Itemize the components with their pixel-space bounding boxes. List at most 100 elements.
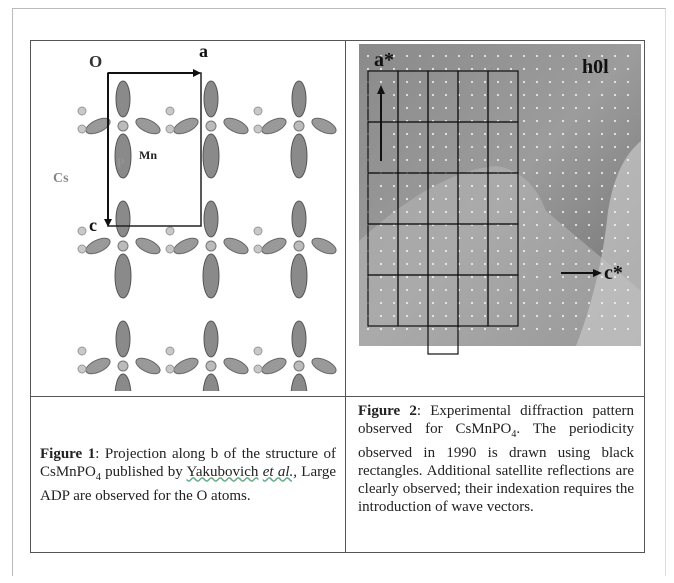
- spot: [419, 302, 421, 304]
- spot: [393, 237, 395, 239]
- spot: [419, 68, 421, 70]
- spot: [536, 250, 538, 252]
- spot: [484, 302, 486, 304]
- spot: [471, 159, 473, 161]
- spot: [536, 185, 538, 187]
- spot: [419, 237, 421, 239]
- spot: [588, 146, 590, 148]
- spot: [614, 185, 616, 187]
- spot: [484, 185, 486, 187]
- spot: [419, 81, 421, 83]
- spot: [601, 302, 603, 304]
- spot: [601, 185, 603, 187]
- spot: [393, 289, 395, 291]
- spot: [393, 315, 395, 317]
- spot: [432, 237, 434, 239]
- spot: [614, 250, 616, 252]
- atom: [118, 241, 128, 251]
- spot: [471, 315, 473, 317]
- atom: [206, 241, 216, 251]
- spot: [601, 198, 603, 200]
- spot: [380, 185, 382, 187]
- spot: [549, 159, 551, 161]
- spot: [471, 107, 473, 109]
- spot: [523, 68, 525, 70]
- spot: [523, 185, 525, 187]
- spot: [523, 94, 525, 96]
- adp-ellipsoid: [84, 355, 113, 377]
- spot: [536, 302, 538, 304]
- spot: [575, 289, 577, 291]
- adp-ellipsoid: [291, 374, 307, 391]
- spot: [601, 250, 603, 252]
- spot: [380, 276, 382, 278]
- spot: [380, 198, 382, 200]
- spot: [510, 107, 512, 109]
- spot: [562, 276, 564, 278]
- spot: [523, 133, 525, 135]
- spot: [510, 198, 512, 200]
- spot: [484, 68, 486, 70]
- cs-atom: [254, 227, 262, 235]
- spot: [445, 55, 447, 57]
- spot: [471, 133, 473, 135]
- spot: [484, 107, 486, 109]
- spot: [406, 146, 408, 148]
- adp-ellipsoid: [134, 355, 163, 377]
- spot: [471, 68, 473, 70]
- figure1-caption: Figure 1: Projection along b of the stru…: [40, 445, 336, 505]
- spot: [627, 172, 629, 174]
- cs-atom: [254, 245, 262, 253]
- spot: [406, 185, 408, 187]
- spot: [549, 146, 551, 148]
- spot: [458, 55, 460, 57]
- cs-atom: [78, 125, 86, 133]
- spot: [523, 328, 525, 330]
- spot: [575, 328, 577, 330]
- spot: [627, 159, 629, 161]
- spot: [614, 198, 616, 200]
- spot: [562, 289, 564, 291]
- spot: [510, 94, 512, 96]
- spot: [601, 81, 603, 83]
- spot: [484, 328, 486, 330]
- adp-ellipsoid: [222, 115, 251, 137]
- spot: [510, 237, 512, 239]
- spot: [562, 263, 564, 265]
- spot: [614, 133, 616, 135]
- spot: [601, 289, 603, 291]
- spot: [432, 250, 434, 252]
- spot: [419, 315, 421, 317]
- spot: [549, 198, 551, 200]
- adp-ellipsoid: [292, 201, 306, 237]
- spot: [549, 315, 551, 317]
- spot: [562, 133, 564, 135]
- spot: [588, 94, 590, 96]
- cs-atom: [78, 347, 86, 355]
- spot: [549, 211, 551, 213]
- spot: [419, 211, 421, 213]
- spot: [627, 315, 629, 317]
- spot: [471, 211, 473, 213]
- spot: [549, 302, 551, 304]
- spot: [562, 94, 564, 96]
- spot: [549, 224, 551, 226]
- spot: [484, 146, 486, 148]
- atom: [294, 121, 304, 131]
- caption-author: Yakubovich: [187, 464, 259, 480]
- spot: [497, 250, 499, 252]
- spot: [497, 94, 499, 96]
- spot: [432, 263, 434, 265]
- spot: [588, 289, 590, 291]
- spot: [445, 315, 447, 317]
- spot: [588, 328, 590, 330]
- spot: [484, 237, 486, 239]
- spot: [497, 107, 499, 109]
- cs-atom: [78, 245, 86, 253]
- spot: [484, 250, 486, 252]
- adp-ellipsoid: [310, 235, 339, 257]
- adp-ellipsoid: [134, 115, 163, 137]
- spot: [393, 94, 395, 96]
- spot: [497, 146, 499, 148]
- spot: [536, 81, 538, 83]
